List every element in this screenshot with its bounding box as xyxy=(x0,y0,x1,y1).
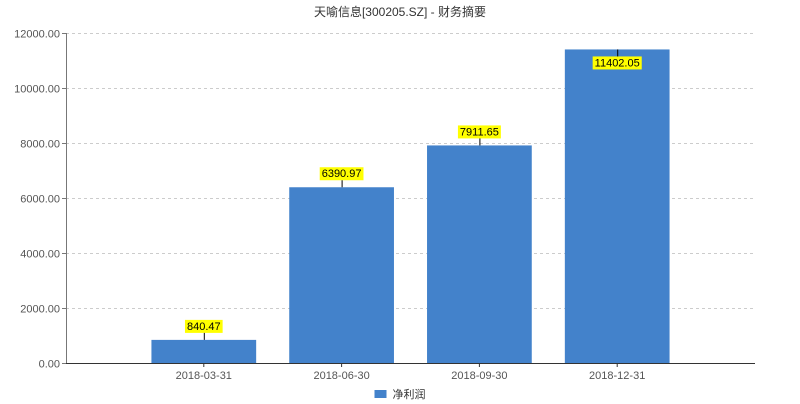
bar xyxy=(564,49,670,363)
data-label-background xyxy=(592,56,642,70)
legend-swatch xyxy=(374,390,387,398)
x-tick-label: 2018-03-31 xyxy=(176,370,232,382)
y-tick-label: 12000.00 xyxy=(14,29,60,41)
data-label-group: 6390.97 xyxy=(319,167,364,188)
gridlines xyxy=(66,33,755,309)
data-label: 840.47 xyxy=(187,321,221,333)
y-tick-label: 2000.00 xyxy=(20,304,60,316)
x-tick-label: 2018-09-30 xyxy=(451,370,507,382)
y-tick-label: 6000.00 xyxy=(20,194,60,206)
data-label: 6390.97 xyxy=(322,168,362,180)
x-tick-label: 2018-06-30 xyxy=(313,370,369,382)
data-label: 11402.05 xyxy=(595,57,640,69)
bar xyxy=(289,187,394,363)
y-tick-label: 4000.00 xyxy=(20,249,60,261)
data-label-group: 840.47 xyxy=(184,319,223,340)
y-tick-label: 10000.00 xyxy=(14,84,60,96)
chart-title: 天喻信息[300205.SZ] - 财务摘要 xyxy=(314,4,486,19)
x-tick-label: 2018-12-31 xyxy=(589,370,645,382)
data-label-group: 11402.05 xyxy=(592,49,642,70)
y-tick-label: 0.00 xyxy=(39,359,60,371)
data-label-background xyxy=(319,167,364,181)
data-label-background xyxy=(184,319,223,333)
data-label: 7911.65 xyxy=(460,126,499,138)
bar xyxy=(427,145,532,363)
bar xyxy=(151,339,257,363)
legend-item[interactable]: 净利润 xyxy=(374,387,426,401)
data-label-background xyxy=(457,125,501,139)
axes: 0.00 2000.00 4000.00 6000.00 8000.00 10000.00… xyxy=(14,29,755,382)
legend-label: 净利润 xyxy=(393,387,426,401)
data-label-group: 7911.65 xyxy=(457,125,501,146)
bars xyxy=(151,49,670,363)
y-tick-label: 8000.00 xyxy=(20,139,60,151)
data-labels: 840.47 6390.97 7911.65 11402.05 xyxy=(184,49,642,340)
